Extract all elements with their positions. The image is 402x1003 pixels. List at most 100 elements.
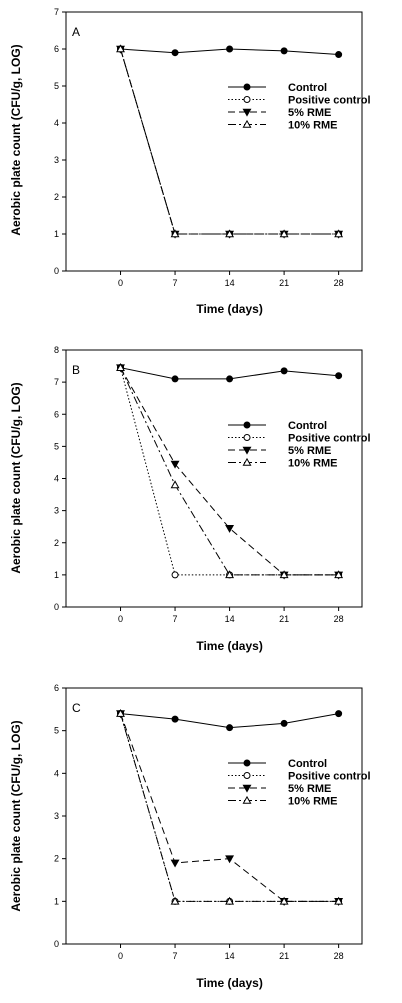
x-axis-label: Time (days) [196, 639, 262, 653]
data-point [225, 229, 235, 238]
y-tick-label: 6 [54, 683, 59, 693]
series-line [120, 48, 339, 235]
y-tick-label: 5 [54, 441, 59, 451]
y-tick-label: 2 [54, 854, 59, 864]
x-axis-label: Time (days) [196, 302, 262, 316]
data-point [280, 367, 288, 375]
y-tick-label: 3 [54, 155, 59, 165]
y-axis-label: Aerobic plate count (CFU/g, LOG) [9, 382, 23, 573]
data-point [226, 724, 234, 732]
data-point [116, 44, 125, 53]
y-tick-label: 5 [54, 726, 59, 736]
series-line [120, 713, 339, 902]
data-point [335, 51, 343, 59]
chart-panel: 0 1 2 3 4 5 6 0 7 14 21 28 Time (days) Aerobic plate … [9, 683, 371, 990]
legend-marker [243, 421, 251, 429]
legend-label: 10% RME [288, 458, 338, 470]
data-point [279, 229, 289, 238]
data-point [171, 571, 179, 579]
data-point [334, 229, 344, 238]
legend-marker [242, 784, 252, 793]
legend-label: Control [288, 82, 327, 94]
data-point [225, 570, 235, 579]
x-axis-label: Time (days) [196, 976, 262, 990]
y-tick-label: 2 [54, 192, 59, 202]
data-point [171, 715, 179, 723]
x-tick-label: 28 [334, 951, 344, 961]
panel-label: A [72, 25, 80, 39]
x-tick-label: 14 [225, 614, 235, 624]
legend-marker [243, 434, 251, 441]
data-point [170, 859, 180, 868]
chart-panel: 0 1 2 3 4 5 6 7 8 0 7 14 21 28 Time (days) Aerobic plat… [9, 345, 371, 653]
y-axis-label: Aerobic plate count (CFU/g, LOG) [9, 720, 23, 911]
y-tick-label: 6 [54, 409, 59, 419]
y-tick-label: 0 [54, 266, 59, 276]
y-tick-label: 3 [54, 811, 59, 821]
y-tick-label: 2 [54, 538, 59, 548]
y-tick-label: 1 [54, 570, 59, 580]
x-tick-label: 0 [118, 614, 123, 624]
data-point [171, 375, 179, 383]
legend-marker [243, 83, 251, 91]
data-point [116, 363, 125, 371]
data-point [170, 480, 180, 489]
legend-marker [242, 108, 252, 117]
y-tick-label: 4 [54, 768, 59, 778]
x-tick-label: 21 [279, 278, 289, 288]
legend-marker [242, 457, 252, 466]
legend-label: 5% RME [288, 445, 331, 457]
y-tick-label: 7 [54, 377, 59, 387]
data-point [116, 708, 125, 717]
panel-label: B [72, 363, 80, 377]
panel-label: C [72, 701, 81, 715]
legend-label: Control [288, 420, 327, 432]
legend-label: 10% RME [288, 796, 338, 808]
legend-label: Positive control [288, 771, 371, 783]
legend-label: 5% RME [288, 783, 331, 795]
data-point [334, 570, 344, 579]
chart-panel: 0 1 2 3 4 5 6 7 0 7 14 21 28 Time (days) Aerobic plate… [9, 7, 371, 316]
y-tick-label: 7 [54, 7, 59, 17]
legend-label: Positive control [288, 433, 371, 445]
plot-frame [65, 11, 363, 272]
data-point [170, 896, 180, 905]
x-tick-label: 0 [118, 951, 123, 961]
x-tick-label: 21 [279, 951, 289, 961]
data-point [226, 375, 234, 383]
x-tick-label: 21 [279, 614, 289, 624]
x-tick-label: 14 [225, 951, 235, 961]
series-line [120, 48, 339, 235]
legend-label: Positive control [288, 95, 371, 107]
x-tick-label: 7 [173, 278, 178, 288]
data-point [171, 49, 179, 57]
y-tick-label: 0 [54, 602, 59, 612]
legend-marker [243, 759, 251, 767]
data-point [335, 372, 343, 380]
y-tick-label: 4 [54, 118, 59, 128]
series-line [120, 367, 339, 576]
legend-marker [242, 119, 252, 128]
y-tick-label: 0 [54, 939, 59, 949]
data-point [225, 855, 235, 864]
x-tick-label: 14 [225, 278, 235, 288]
data-point [279, 896, 289, 905]
legend-marker [243, 772, 251, 779]
data-point [170, 229, 180, 238]
data-point [170, 460, 180, 469]
data-point [225, 524, 235, 533]
data-point [335, 710, 343, 718]
legend-label: 10% RME [288, 120, 338, 132]
x-tick-label: 7 [173, 614, 178, 624]
y-axis-label: Aerobic plate count (CFU/g, LOG) [9, 44, 23, 235]
x-tick-label: 28 [334, 614, 344, 624]
y-tick-label: 1 [54, 229, 59, 239]
data-point [279, 570, 289, 579]
legend-label: 5% RME [288, 107, 331, 119]
y-tick-label: 8 [54, 345, 59, 355]
legend-marker [243, 96, 251, 103]
plot-frame [65, 349, 363, 608]
y-tick-label: 1 [54, 896, 59, 906]
plot-frame [65, 687, 363, 945]
